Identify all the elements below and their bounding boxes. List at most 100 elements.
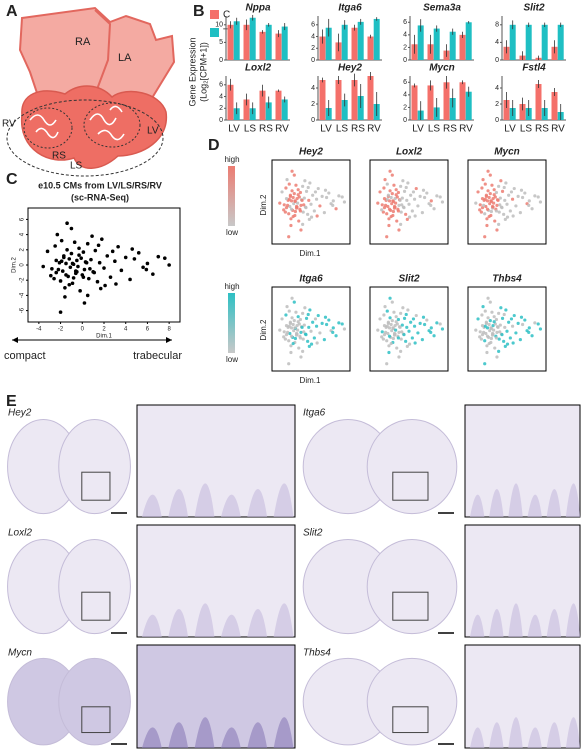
point [420,211,424,215]
point [151,272,155,276]
panel-label: A [6,3,18,20]
y-tick-label: 6 [219,82,223,89]
point [296,188,300,192]
region-label: LV [147,126,159,137]
point [167,263,171,267]
point [304,333,308,337]
point [298,209,303,213]
point [406,308,410,312]
point [278,328,282,332]
plot-frame [369,159,449,245]
point [385,235,389,239]
bar [351,80,358,120]
point [56,267,61,272]
tissue [194,603,215,637]
tissue [508,717,523,748]
point [414,313,418,318]
chart-title: Itga6 [338,3,362,14]
point [49,273,53,278]
point [70,281,75,286]
point [380,335,384,339]
point [382,324,387,328]
tissue [546,722,562,748]
point [487,214,491,219]
point [378,317,382,321]
x-tick-label: LV [228,124,240,135]
point [292,202,296,206]
point [289,334,294,338]
point [416,331,420,335]
point [76,264,80,269]
y-tick-label: 4 [403,92,407,99]
point [316,313,320,318]
tissue [273,603,294,637]
y-axis-title: Dim.2 [12,257,18,273]
point [492,201,496,205]
plot-frame [467,159,547,245]
point [320,194,324,198]
point [399,311,403,315]
point [495,228,499,232]
point [58,310,63,314]
point [59,238,64,243]
y-tick-label: 4 [403,32,407,39]
point [311,193,315,197]
point [492,320,496,324]
point [392,183,396,187]
point [488,319,492,323]
point [96,243,101,248]
chart-title: Mycn [429,63,455,74]
point [503,198,507,202]
point [411,317,416,321]
point [538,200,543,204]
point [289,223,293,228]
point [486,296,490,300]
point [60,269,65,273]
point [385,362,389,366]
point [318,331,322,335]
x-tick-label: 0 [81,327,85,333]
point [81,250,86,254]
point [397,203,401,207]
point [103,283,107,288]
point [405,217,409,221]
point [67,282,72,287]
point [407,342,412,346]
y-tick-label: 0 [403,117,407,124]
point [385,212,389,216]
tissue [194,717,215,748]
point [504,181,508,185]
color-scale [228,166,235,226]
point [93,248,98,253]
point [497,210,501,214]
point [395,219,399,223]
point [391,336,395,341]
point [318,204,322,208]
point [331,203,335,207]
point [322,338,326,342]
point [488,173,492,177]
point [397,330,401,334]
bar [367,36,374,60]
inset-box [392,471,429,501]
point [314,324,319,328]
point [523,318,527,322]
point [309,329,313,333]
point [59,259,64,264]
point [278,201,282,205]
point [64,261,68,266]
chart-title: Hey2 [338,63,362,74]
point [295,324,299,328]
x-tick-label: -2 [58,327,64,333]
point [293,336,297,341]
y-axis-title: (Log₂[CPM+1]) [198,42,208,102]
point [87,276,91,281]
point [490,310,494,314]
y-tick-label: 2 [20,247,26,251]
axis-annotation: compact [4,350,46,362]
point [495,355,499,359]
point [384,330,388,334]
point [488,192,492,196]
point [423,322,427,327]
tissue [508,483,523,517]
